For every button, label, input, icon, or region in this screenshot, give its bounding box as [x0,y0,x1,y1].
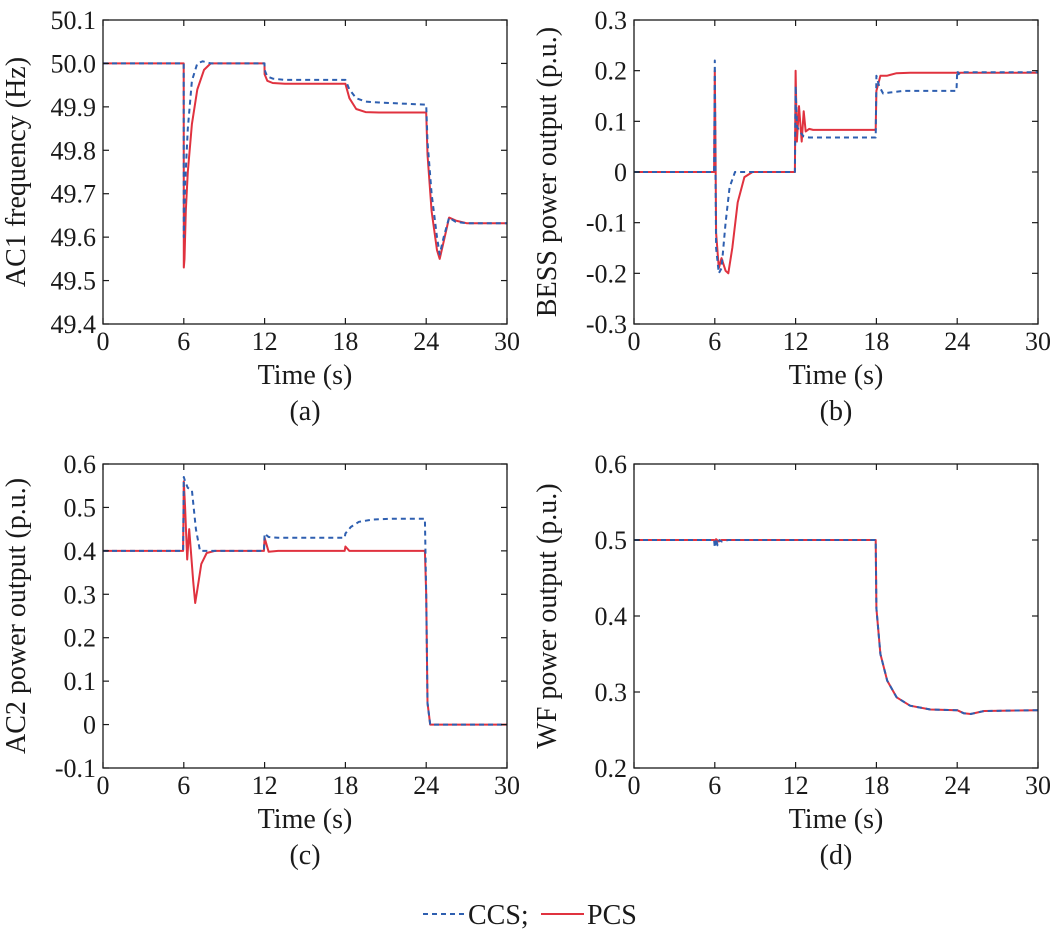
chart-panel-4: 0 6 12 18 24 30 0.2 0.3 0.4 0.5 0.6 Time (s) (d) WF p… [532,450,1051,871]
y-tick-label: 49.9 [51,93,97,122]
y-tick-label: 0 [83,711,96,740]
y-tick-label: -0.1 [55,754,96,783]
y-axis-label: AC2 power output (p.u.) [1,478,32,754]
series-line-pcs [634,538,1038,715]
y-tick-label: 0.4 [64,537,97,566]
panel-label: (c) [289,840,320,871]
series-line-ccs [634,59,1038,275]
y-tick-label: 0.6 [64,450,97,479]
y-tick-label: 0.2 [595,754,628,783]
x-tick-label: 18 [863,327,889,356]
panel-label: (b) [820,396,853,427]
x-tick-label: 30 [1025,327,1051,356]
plot-frame [633,463,1039,769]
y-tick-label: 50.1 [51,6,97,35]
x-tick-label: 12 [252,327,278,356]
y-tick-label: 49.4 [51,310,97,339]
y-tick-label: 0.4 [595,602,628,631]
y-tick-label: -0.1 [586,209,627,238]
x-tick-label: 12 [252,771,278,800]
x-axis-label: Time (s) [789,804,884,835]
y-tick-label: 0.5 [64,493,97,522]
series-line-ccs [103,476,507,726]
x-tick-label: 6 [708,327,721,356]
x-tick-label: 0 [628,327,641,356]
y-tick-label: -0.3 [586,310,627,339]
x-tick-label: 24 [413,771,439,800]
y-tick-label: 49.8 [51,136,97,165]
x-tick-label: 0 [628,771,641,800]
x-tick-label: 0 [97,771,110,800]
x-tick-label: 12 [783,771,809,800]
x-tick-label: 24 [413,327,439,356]
y-tick-label: 0.1 [595,107,628,136]
x-tick-label: 12 [783,327,809,356]
y-tick-label: 0.6 [595,450,628,479]
y-tick-label: 0.1 [64,667,97,696]
x-tick-label: 18 [863,771,889,800]
legend: CCS; PCS [423,900,637,931]
plot-frame [102,463,508,769]
panels: 0 6 12 18 24 30 49.4 49.5 49.6 49.7 49.8 49.9 50.0 50… [1,6,1051,871]
x-tick-label: 18 [332,771,358,800]
legend-pcs-label: PCS [587,900,637,931]
x-tick-label: 24 [944,327,970,356]
y-tick-label: 49.7 [51,180,97,209]
x-tick-label: 0 [97,327,110,356]
y-axis-label: WF power output (p.u.) [532,483,563,748]
y-tick-label: 50.0 [51,49,97,78]
y-tick-label: 0.3 [595,6,628,35]
panel-label: (a) [289,396,320,427]
x-axis-label: Time (s) [258,360,353,391]
y-axis-label: AC1 frequency (Hz) [1,57,32,287]
y-tick-label: 0.3 [595,678,628,707]
y-tick-label: -0.2 [586,259,627,288]
chart-panel-2: 0 6 12 18 24 30 -0.3 -0.2 -0.1 0 0.1 0.2 0.3 Time (s)… [532,6,1051,427]
series-line-ccs [634,537,1038,715]
series-line-ccs [103,60,507,256]
chart-panel-1: 0 6 12 18 24 30 49.4 49.5 49.6 49.7 49.8 49.9 50.0 50… [1,6,520,427]
legend-ccs-label: CCS; [468,900,529,931]
x-tick-label: 30 [494,771,520,800]
series-line-pcs [634,69,1038,275]
y-tick-label: 0.2 [64,624,97,653]
y-tick-label: 0.3 [64,580,97,609]
x-tick-label: 6 [708,771,721,800]
x-axis-label: Time (s) [258,804,353,835]
y-tick-label: 0.2 [595,57,628,86]
plot-frame [102,19,508,325]
x-axis-label: Time (s) [789,360,884,391]
x-tick-label: 6 [177,771,190,800]
x-tick-label: 24 [944,771,970,800]
x-tick-label: 18 [332,327,358,356]
y-tick-label: 49.6 [51,223,97,252]
series-line-pcs [103,480,507,726]
x-tick-label: 30 [494,327,520,356]
x-tick-label: 6 [177,327,190,356]
x-tick-label: 30 [1025,771,1051,800]
y-tick-label: 49.5 [51,267,97,296]
y-tick-label: 0.5 [595,526,628,555]
y-axis-label: BESS power output (p.u.) [532,27,563,317]
y-tick-label: 0 [614,158,627,187]
panel-label: (d) [820,840,853,871]
series-line-pcs [103,62,507,269]
